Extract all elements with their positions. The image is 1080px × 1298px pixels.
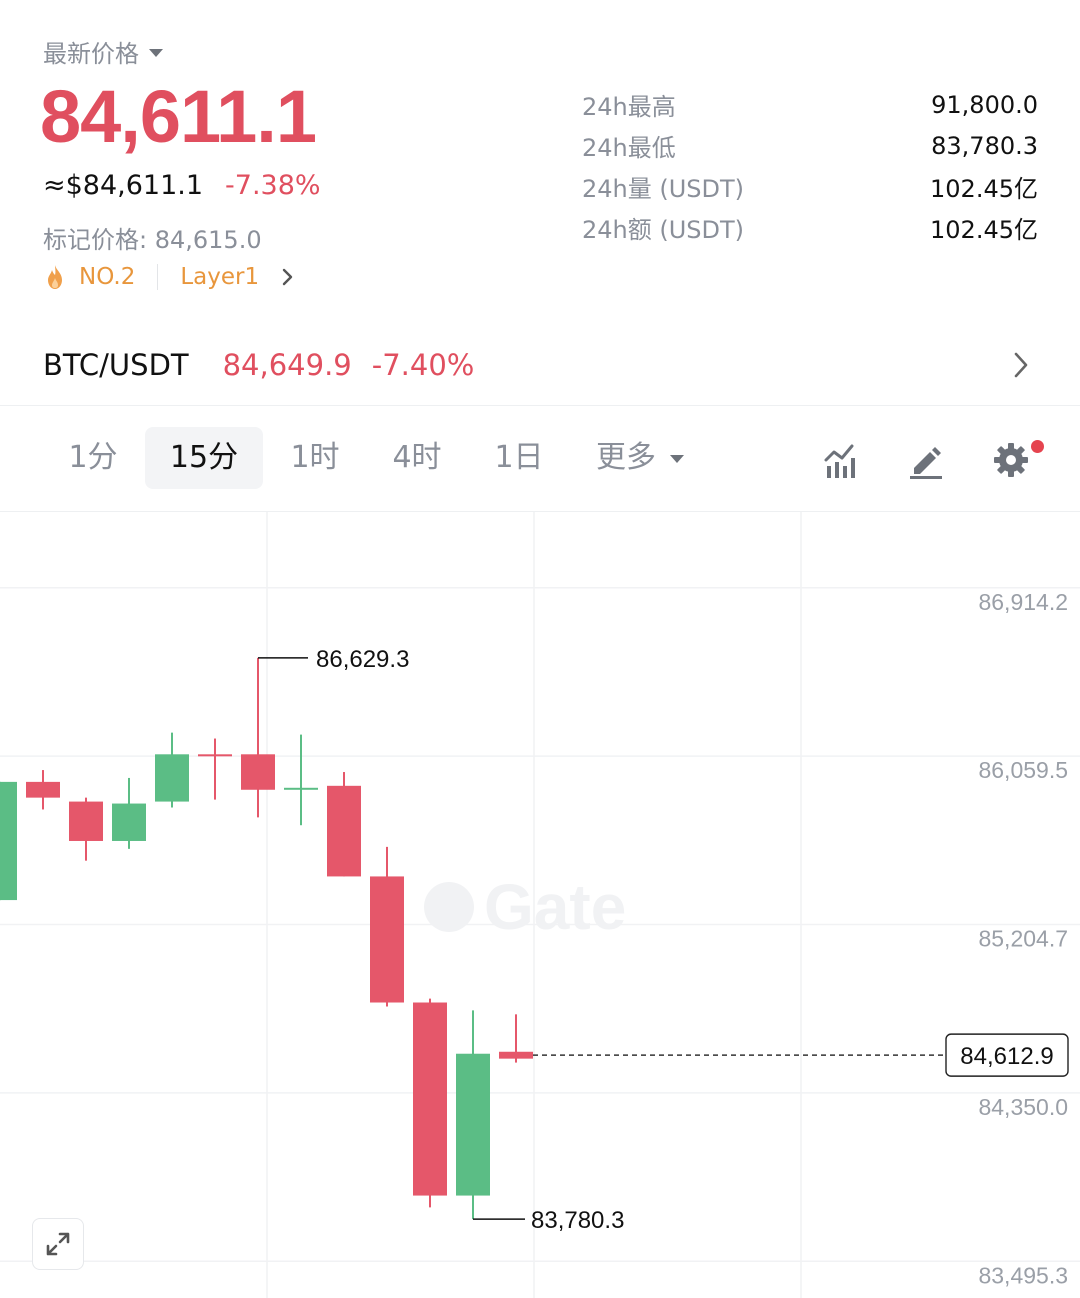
usd-price: ≈$84,611.1 [43, 170, 204, 201]
candlestick-chart[interactable]: Gate 86,914.2 86,059.5 85,204.7 84,350.0 83,… [0, 512, 1080, 1298]
latest-price-selector[interactable]: 最新价格 [43, 34, 163, 69]
current-price-box [945, 1033, 1069, 1077]
candle-body [0, 781, 17, 901]
usd-price-row: ≈$84,611.1 -7.38% [43, 170, 321, 201]
watermark-text: Gate [484, 871, 627, 943]
stat-value: 102.45亿 [930, 216, 1038, 244]
notification-dot [1031, 440, 1044, 453]
candle-body [499, 1051, 533, 1059]
pair-symbol: BTC/USDT [43, 348, 189, 382]
flame-icon [48, 265, 62, 289]
y-axis-tick-label: 86,914.2 [978, 589, 1068, 615]
stat-label: 24h最低 [582, 134, 676, 162]
stat-value: 102.45亿 [930, 175, 1038, 203]
stat-label: 24h最高 [582, 93, 676, 121]
more-timeframes-dropdown[interactable]: 更多 [596, 427, 706, 489]
stat-row-volume: 24h量 (USDT) 102.45亿 [582, 166, 1038, 207]
caret-down-icon [670, 455, 684, 463]
divider [0, 405, 1080, 406]
high-marker-label: 86,629.3 [316, 646, 409, 673]
chevron-right-icon[interactable] [281, 267, 295, 287]
latest-price-label: 最新价格 [43, 40, 139, 68]
gate-logo-icon [424, 882, 474, 932]
stat-row-turnover: 24h额 (USDT) 102.45亿 [582, 207, 1038, 248]
draw-pen-icon[interactable] [906, 440, 946, 480]
timeframe-bar: 1分 15分 1时 4时 1日 更多 [0, 410, 1080, 510]
expand-fullscreen-button[interactable] [32, 1218, 84, 1270]
candle-body [413, 1002, 447, 1196]
candle-body [456, 1053, 490, 1196]
candle-body [327, 785, 361, 877]
tab-1d[interactable]: 1日 [494, 440, 544, 475]
divider [0, 511, 1080, 512]
candle-body [26, 781, 60, 798]
tab-1m[interactable]: 1分 [68, 440, 118, 475]
gate-watermark: Gate [424, 870, 626, 944]
stat-label: 24h量 (USDT) [582, 175, 745, 203]
pair-price: 84,649.9 [222, 348, 352, 382]
indicators-icon[interactable] [822, 440, 862, 480]
ticker-header: 最新价格 84,611.1 ≈$84,611.1 -7.38% 标记价格: 84… [0, 0, 1080, 320]
stat-row-low: 24h最低 83,780.3 [582, 125, 1038, 166]
candle-body [198, 754, 232, 757]
chart-canvas[interactable]: 86,914.2 86,059.5 85,204.7 84,350.0 83,495.3… [0, 512, 1080, 1298]
tag-row[interactable]: NO.2 Layer1 [43, 264, 295, 290]
y-axis-tick-label: 83,495.3 [978, 1262, 1068, 1288]
candle-body [112, 803, 146, 841]
candle-body [155, 754, 189, 802]
candle-body [241, 754, 275, 790]
rank-tag[interactable]: NO.2 [79, 264, 136, 290]
candle-body [69, 801, 103, 841]
stat-value: 83,780.3 [931, 131, 1038, 160]
stat-value: 91,800.0 [931, 90, 1038, 119]
low-marker-label: 83,780.3 [531, 1207, 624, 1234]
last-price: 84,611.1 [40, 75, 317, 158]
tab-15m[interactable]: 15分 [145, 427, 263, 489]
stats-panel: 24h最高 91,800.0 24h最低 83,780.3 24h量 (USDT… [582, 84, 1038, 248]
mark-price: 标记价格: 84,615.0 [43, 226, 262, 254]
expand-icon [46, 1232, 70, 1256]
candle-body [284, 787, 318, 790]
current-price-label: 84,612.9 [960, 1043, 1053, 1070]
stat-label: 24h额 (USDT) [582, 216, 745, 244]
change-percent: -7.38% [225, 170, 321, 201]
y-axis-tick-label: 85,204.7 [978, 926, 1068, 952]
tab-1h[interactable]: 1时 [290, 440, 340, 475]
y-axis-tick-label: 84,350.0 [978, 1094, 1068, 1120]
tag-divider [157, 264, 159, 290]
candle-body [370, 876, 404, 1003]
pair-change: -7.40% [371, 348, 475, 382]
chevron-right-icon[interactable] [1012, 350, 1030, 380]
pair-row[interactable]: BTC/USDT 84,649.9 -7.40% [0, 330, 1080, 400]
category-tag[interactable]: Layer1 [180, 264, 260, 290]
more-label: 更多 [596, 440, 656, 475]
tab-4h[interactable]: 4时 [392, 440, 442, 475]
stat-row-high: 24h最高 91,800.0 [582, 84, 1038, 125]
y-axis-tick-label: 86,059.5 [978, 757, 1068, 783]
settings-gear-icon[interactable] [991, 440, 1031, 480]
caret-down-icon [149, 48, 163, 57]
